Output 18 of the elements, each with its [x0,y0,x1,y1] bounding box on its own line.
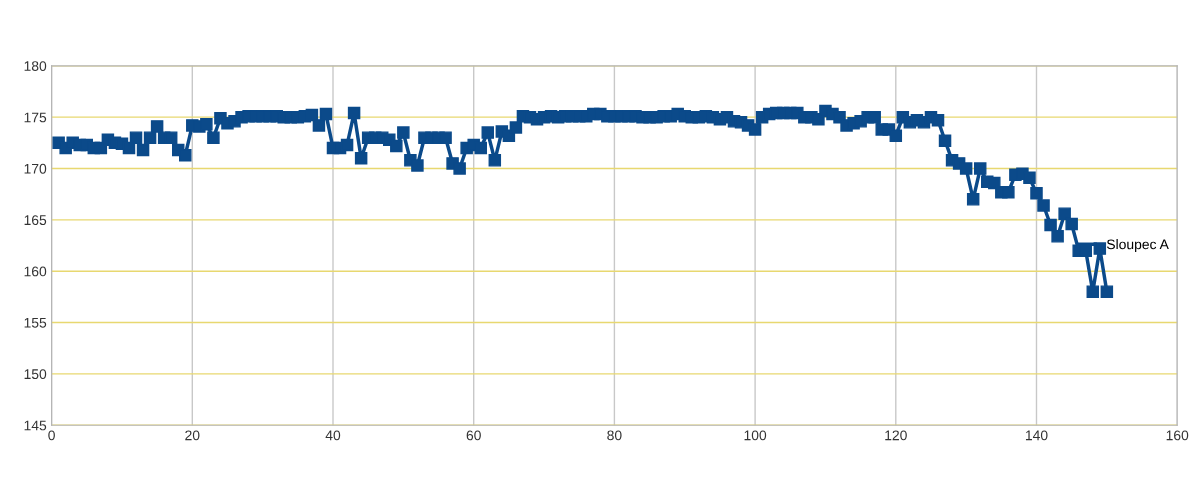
x-tick-label: 20 [185,430,200,441]
x-tick-label: 60 [466,430,481,441]
x-tick-label: 80 [607,430,622,441]
x-tick-label: 100 [744,430,767,441]
y-tick-label: 165 [24,215,47,226]
y-tick-label: 160 [24,266,47,277]
x-tick-label: 40 [325,430,341,441]
y-tick-label: 155 [24,318,47,328]
x-tick-label: 140 [1025,430,1048,441]
y-tick-label: 175 [24,112,47,123]
legend-label: Sloupec A [1106,239,1169,252]
x-tick-label: 160 [1166,430,1189,441]
y-tick-label: 180 [24,61,47,71]
y-tick-label: 145 [24,420,47,431]
x-tick-label: 0 [48,430,55,441]
y-tick-label: 170 [24,163,47,174]
x-tick-label: 120 [885,430,907,441]
y-tick-label: 150 [24,369,47,380]
